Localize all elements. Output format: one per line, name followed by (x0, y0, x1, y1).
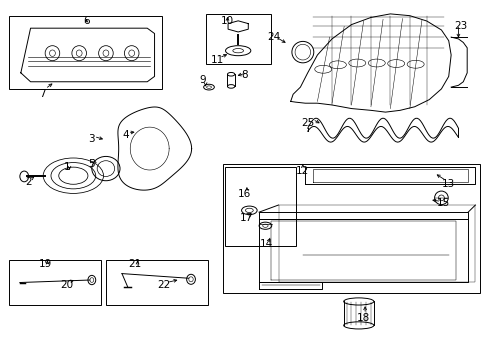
Text: 7: 7 (40, 89, 46, 99)
Text: 18: 18 (356, 312, 369, 323)
Text: 21: 21 (128, 259, 142, 269)
Text: 22: 22 (157, 280, 170, 291)
Text: 12: 12 (296, 166, 309, 176)
Text: 13: 13 (441, 179, 454, 189)
Bar (9, 16, 162, 89)
Text: 19: 19 (39, 259, 52, 269)
Text: 16: 16 (237, 189, 251, 199)
Bar (9, 260, 101, 305)
Text: 1: 1 (63, 162, 70, 172)
Text: 9: 9 (200, 75, 206, 85)
Text: 3: 3 (88, 134, 95, 144)
Text: 4: 4 (122, 130, 128, 140)
Text: 15: 15 (436, 198, 449, 208)
Text: 5: 5 (88, 159, 95, 169)
Bar (205, 14, 271, 64)
Text: 25: 25 (301, 118, 314, 128)
Text: 17: 17 (240, 212, 253, 222)
Text: 23: 23 (453, 21, 467, 31)
Bar (222, 164, 479, 293)
Text: 11: 11 (211, 55, 224, 65)
Text: 20: 20 (61, 280, 73, 291)
Text: 8: 8 (241, 69, 247, 80)
Text: 2: 2 (25, 177, 31, 187)
Text: 10: 10 (221, 16, 234, 26)
Bar (106, 260, 207, 305)
Bar (224, 167, 295, 246)
Text: 14: 14 (259, 239, 272, 249)
Text: 6: 6 (83, 16, 90, 26)
Text: 24: 24 (266, 32, 280, 42)
